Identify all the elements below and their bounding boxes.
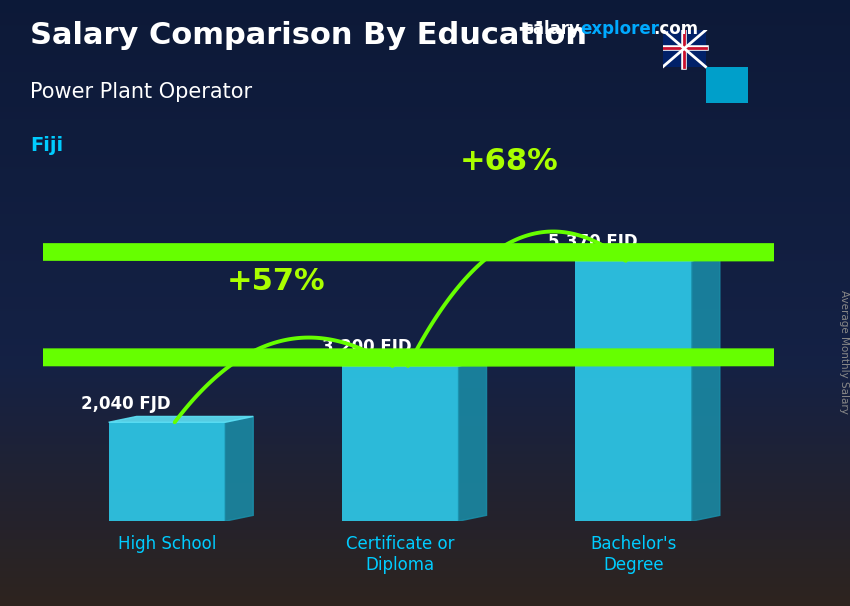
Polygon shape xyxy=(0,349,850,366)
Text: +57%: +57% xyxy=(226,267,325,296)
Bar xyxy=(706,67,748,103)
Polygon shape xyxy=(0,244,850,261)
Text: .com: .com xyxy=(653,20,698,38)
Bar xyxy=(342,366,458,521)
Polygon shape xyxy=(225,416,253,521)
Polygon shape xyxy=(692,255,720,521)
Polygon shape xyxy=(575,255,720,261)
Text: 5,370 FJD: 5,370 FJD xyxy=(548,233,638,251)
Polygon shape xyxy=(458,360,486,521)
Bar xyxy=(663,30,706,67)
Text: Fiji: Fiji xyxy=(30,136,63,155)
Bar xyxy=(575,261,692,521)
Text: 3,200 FJD: 3,200 FJD xyxy=(322,338,412,356)
Text: 2,040 FJD: 2,040 FJD xyxy=(82,395,171,413)
Text: explorer: explorer xyxy=(581,20,660,38)
Text: Average Monthly Salary: Average Monthly Salary xyxy=(839,290,849,413)
Text: Salary Comparison By Education: Salary Comparison By Education xyxy=(30,21,586,50)
Polygon shape xyxy=(342,360,486,366)
Text: salary: salary xyxy=(523,20,580,38)
Bar xyxy=(109,422,225,521)
Text: Power Plant Operator: Power Plant Operator xyxy=(30,82,252,102)
Text: +68%: +68% xyxy=(460,147,558,176)
Polygon shape xyxy=(109,416,253,422)
